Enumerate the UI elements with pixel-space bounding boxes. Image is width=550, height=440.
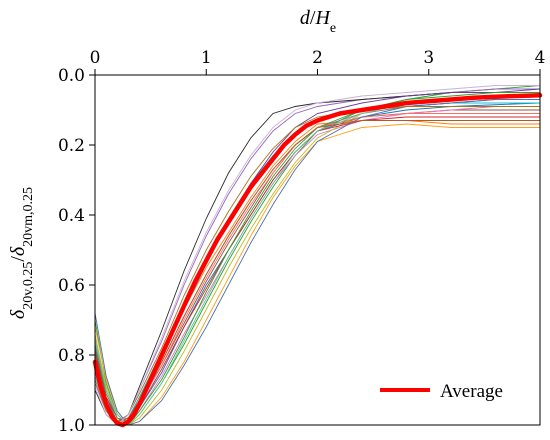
y-tick-label: 0.4 [58,206,85,226]
series-line-average [92,93,543,428]
series-line-6 [94,106,540,426]
legend-label-average: Average [440,381,503,402]
series-line-1 [94,102,541,422]
series-line-19 [94,120,540,423]
ticks [89,69,541,426]
x-tick-label: 4 [535,48,546,68]
x-tick-label: 2 [312,48,323,68]
legend: Average [380,381,503,402]
y-axis-title: δ20v,0.25/δ20vm,0.25 [7,187,36,319]
y-tick-labels: 0.0 0.2 0.4 0.6 0.8 1.0 [58,66,85,436]
x-tick-labels: 0 1 2 3 4 [90,48,546,68]
series-line-3 [94,85,541,426]
y-tick-label: 0.8 [58,346,85,366]
series-line-5 [94,109,540,423]
y-tick-label: 0.0 [58,66,85,86]
y-tick-label: 0.2 [58,136,85,156]
x-tick-label: 1 [201,48,212,68]
x-tick-label: 0 [90,48,101,68]
x-tick-label: 3 [423,48,434,68]
series-line-2 [94,120,540,426]
x-axis-title: d/He [300,7,336,36]
y-tick-label: 1.0 [58,416,85,436]
series-line-9 [94,102,540,423]
y-tick-label: 0.6 [58,276,85,296]
series-line-17 [94,106,540,426]
plot-lines [92,85,543,428]
series-line-20 [94,85,540,426]
